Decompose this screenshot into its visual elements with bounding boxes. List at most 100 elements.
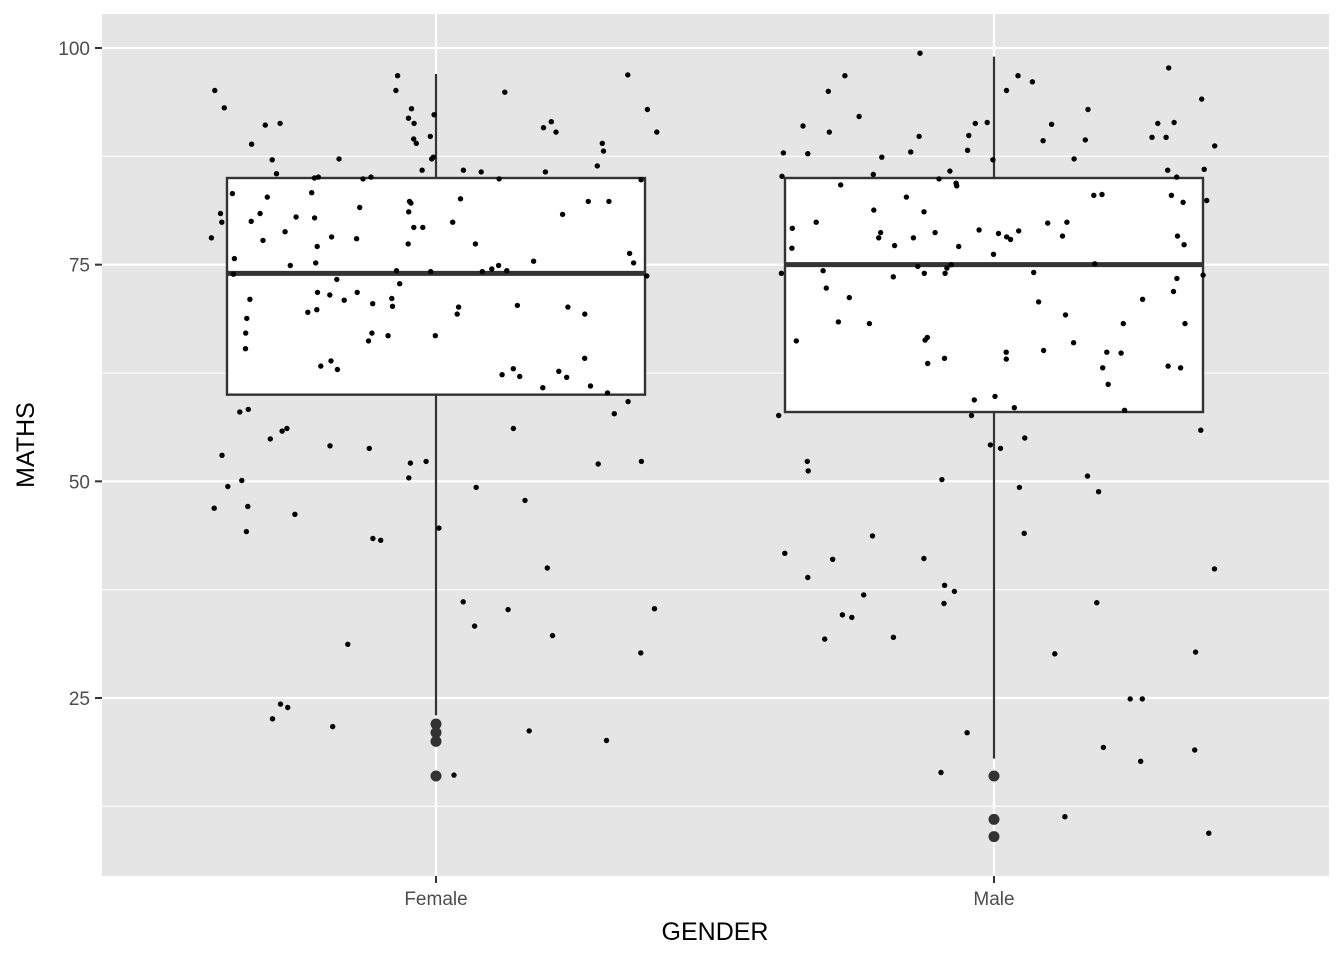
jitter-point (370, 301, 376, 307)
jitter-point (830, 556, 836, 562)
jitter-point (330, 723, 336, 730)
y-tick-label: 50 (69, 472, 90, 493)
jitter-point (922, 337, 928, 343)
jitter-point (1127, 696, 1133, 702)
jitter-point (217, 210, 224, 217)
jitter-point (625, 398, 631, 405)
jitter-point (776, 412, 782, 419)
jitter-point (582, 355, 588, 361)
jitter-point (230, 271, 237, 277)
jitter-point (1139, 696, 1146, 702)
jitter-point (237, 409, 243, 415)
jitter-point (336, 156, 342, 162)
jitter-point (369, 330, 375, 336)
jitter-point (600, 148, 607, 154)
jitter-point (243, 528, 250, 535)
jitter-point (947, 168, 953, 174)
jitter-point (454, 311, 460, 317)
jitter-point (411, 136, 417, 142)
jitter-point (1085, 106, 1091, 113)
jitter-point (1045, 220, 1051, 226)
jitter-point (540, 385, 546, 391)
jitter-point (890, 634, 897, 640)
jitter-point (282, 229, 288, 235)
jitter-point (604, 390, 611, 396)
jitter-point (938, 769, 944, 776)
jitter-point (871, 207, 877, 213)
jitter-point (915, 263, 921, 270)
jitter-point (1091, 192, 1097, 198)
jitter-point (559, 211, 566, 218)
jitter-point (825, 88, 831, 95)
jitter-point (313, 260, 319, 266)
jitter-point (1040, 347, 1047, 354)
jitter-point (964, 730, 970, 736)
jitter-point (805, 468, 811, 474)
jitter-point (1170, 288, 1177, 295)
jitter-point (1174, 233, 1181, 239)
jitter-point (284, 425, 290, 432)
jitter-point (948, 262, 954, 268)
jitter-point (394, 73, 401, 79)
jitter-point (293, 214, 299, 220)
jitter-point (405, 115, 412, 121)
outlier-point (430, 718, 442, 730)
jitter-point (1003, 87, 1010, 94)
jitter-point (389, 295, 395, 302)
jitter-point (625, 72, 631, 78)
jitter-point (954, 183, 960, 189)
jitter-point (805, 151, 811, 157)
jitter-point (455, 304, 462, 310)
jitter-point (780, 150, 787, 156)
jitter-point (327, 292, 333, 298)
jitter-point (397, 281, 403, 287)
jitter-point (328, 234, 335, 240)
jitter-point (328, 358, 334, 364)
jitter-point (318, 363, 324, 369)
jitter-point (334, 366, 341, 373)
jitter-point (1004, 234, 1010, 240)
jitter-point (956, 243, 962, 250)
jitter-point (419, 167, 425, 173)
jitter-point (248, 141, 255, 147)
jitter-point (472, 241, 479, 247)
jitter-point (504, 268, 510, 274)
jitter-point (327, 443, 333, 449)
jitter-point (890, 274, 896, 280)
x-tick-label: Male (973, 889, 1014, 910)
jitter-point (1155, 120, 1161, 127)
jitter-point (285, 704, 291, 711)
jitter-point (247, 296, 253, 302)
jitter-point (1007, 236, 1014, 243)
y-axis-title: MATHS (12, 402, 40, 488)
jitter-point (925, 360, 931, 367)
jitter-point (1165, 167, 1171, 173)
jitter-point (1052, 651, 1058, 657)
jitter-point (242, 346, 249, 352)
jitter-point (564, 374, 570, 380)
jitter-point (269, 716, 276, 722)
jitter-point (264, 194, 270, 200)
jitter-point (1120, 320, 1127, 327)
jitter-point (822, 636, 828, 642)
jitter-point (314, 289, 321, 296)
jitter-point (212, 87, 218, 94)
jitter-point (1199, 96, 1205, 102)
jitter-point (393, 268, 400, 274)
jitter-point (1059, 233, 1066, 239)
jitter-point (820, 268, 826, 274)
jitter-point (311, 175, 318, 181)
jitter-point (939, 476, 945, 483)
jitter-point (804, 458, 810, 465)
outlier-point (988, 831, 1000, 843)
jitter-point (644, 273, 650, 279)
jitter-point (1192, 747, 1198, 753)
jitter-point (1105, 381, 1111, 387)
jitter-point (1082, 137, 1089, 143)
jitter-points-layer (208, 50, 1218, 836)
jitter-point (269, 157, 275, 163)
jitter-point (1174, 174, 1180, 180)
jitter-point (805, 574, 811, 581)
jitter-point (225, 483, 231, 490)
jitter-point (1181, 242, 1187, 248)
